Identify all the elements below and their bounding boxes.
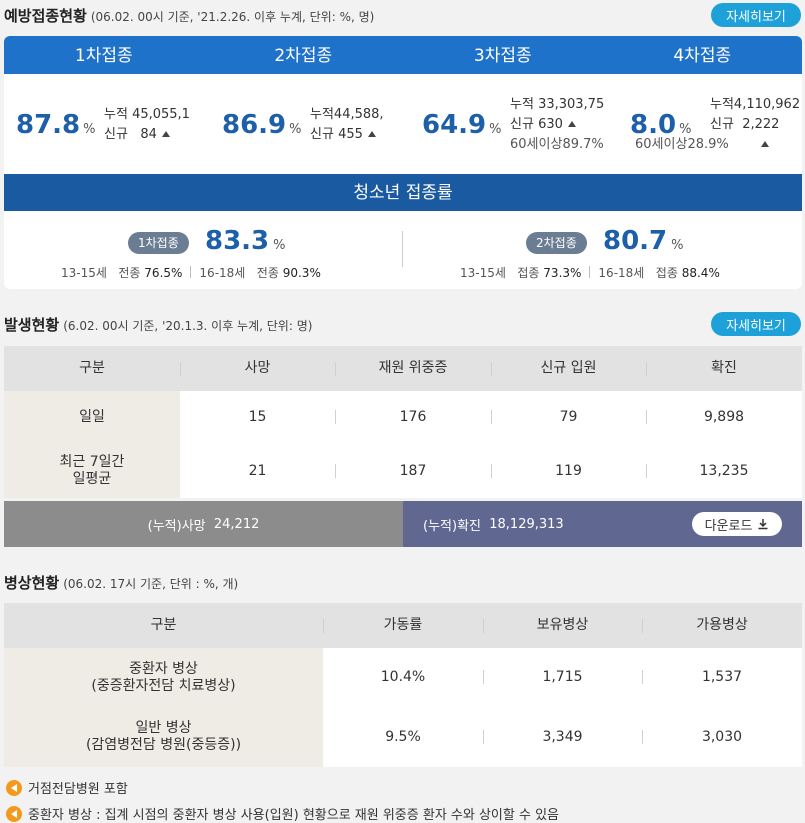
dose-header-row: 1차접종 2차접종 3차접종 4차접종: [4, 36, 802, 74]
occurrence-col-category: 구분: [79, 360, 105, 376]
beds-icu-rate: 10.4%: [380, 669, 426, 685]
dose-4-info: 누적4,110,962 신규 2,222: [710, 95, 800, 155]
teen-header: 청소년 접종률: [4, 174, 802, 211]
occurrence-more-button[interactable]: 자세히보기: [711, 312, 801, 336]
dose-3-new: 630: [538, 117, 563, 132]
beds-header: 병상현황 (06.02. 17시 기준, 단위 : %, 개): [4, 572, 238, 598]
teen-second-badge: 2차접종: [526, 232, 587, 254]
note-1: 거점전담병원 포함: [6, 778, 128, 797]
beds-col-rate: 가동률: [383, 617, 423, 633]
dose-cell-1: 87.8% 누적 45,055,1 신규 84: [4, 74, 204, 174]
cumulative-confirmed-value: 18,129,313: [489, 516, 564, 532]
beds-general-owned: 3,349: [542, 728, 583, 745]
dose-1-info: 누적 45,055,1 신규 84: [104, 107, 190, 142]
beds-col-owned: 보유병상: [536, 617, 589, 633]
cumulative-death-value: 24,212: [213, 516, 260, 532]
beds-row-icu-label: 중환자 병상 (중증환자전담 치료병상): [4, 648, 323, 707]
beds-subtitle: (06.02. 17시 기준, 단위 : %, 개): [63, 577, 239, 591]
teen-divider: [402, 231, 403, 267]
speaker-icon: [6, 779, 22, 796]
beds-general-rate: 9.5%: [385, 728, 421, 745]
dose-cell-2: 86.9% 누적44,588, 신규 455: [210, 74, 410, 174]
occurrence-row-daily-label: 일일: [4, 391, 180, 444]
beds-title: 병상현황: [4, 574, 60, 592]
occurrence-title: 발생현황: [4, 316, 60, 334]
occurrence-row-weekly-label: 최근 7일간 일평균: [4, 444, 180, 498]
beds-header-row: 구분 가동률 보유병상 가용병상: [4, 603, 802, 648]
occurrence-daily-confirmed: 9,898: [703, 409, 745, 425]
teen-first-breakdown: 13-15세 전종 76.5% 16-18세 전종 90.3%: [61, 266, 321, 280]
dose-header-4: 4차접종: [673, 46, 732, 66]
vaccination-card: 1차접종 2차접종 3차접종 4차접종 87.8% 누적 45,055,1 신규…: [4, 36, 802, 289]
up-arrow-icon: [161, 131, 170, 137]
occurrence-daily-admission: 79: [559, 409, 578, 425]
teen-first-badge: 1차접종: [128, 232, 189, 254]
vaccination-title: 예방접종현황: [4, 7, 87, 25]
occurrence-col-admission: 신규 입원: [540, 360, 597, 376]
occurrence-weekly-admission: 119: [555, 462, 582, 479]
dose-cell-3: 64.9% 누적 33,303,75 신규 630 60세이상89.7%: [410, 74, 610, 174]
vaccination-more-button[interactable]: 자세히보기: [711, 3, 801, 27]
occurrence-header: 발생현황 (6.02. 00시 기준, '20.1.3. 이후 누계, 단위: …: [4, 314, 312, 340]
dose-header-1: 1차접종: [74, 46, 133, 66]
dose-1-percent: 87.8%: [16, 110, 96, 140]
beds-row-general-label: 일반 병상 (감염병전담 병원(중등증)): [4, 707, 323, 767]
teen-second-breakdown: 13-15세 접종 73.3% 16-18세 접종 88.4%: [460, 266, 720, 280]
vaccination-header: 예방접종현황 (06.02. 00시 기준, '21.2.26. 이후 누계, …: [4, 5, 374, 31]
dose-1-new: 84: [140, 127, 157, 142]
dose-header-2: 2차접종: [274, 46, 333, 66]
beds-general-available: 3,030: [701, 728, 743, 745]
dose-2-percent: 86.9%: [222, 110, 302, 140]
occurrence-weekly-severe: 187: [399, 462, 427, 479]
beds-col-category: 구분: [150, 617, 177, 633]
dose-3-percent: 64.9%: [422, 110, 502, 140]
dose-2-info: 누적44,588, 신규 455: [310, 107, 384, 142]
teen-first-percent: 83.3%: [205, 226, 286, 256]
cumulative-death: (누적)사망 24,212: [4, 501, 403, 547]
note-2: 중환자 병상 : 집계 시점의 중환자 병상 사용(입원) 현황으로 재원 위중…: [6, 804, 559, 823]
dose-4-new: 2,222: [742, 117, 780, 132]
occurrence-daily-severe: 176: [399, 409, 427, 425]
beds-icu-owned: 1,715: [542, 669, 583, 685]
occurrence-header-row: 구분 사망 재원 위중증 신규 입원 확진: [4, 346, 802, 391]
download-button[interactable]: 다운로드: [692, 512, 782, 536]
beds-icu-available: 1,537: [701, 669, 743, 685]
dose-3-info: 누적 33,303,75 신규 630 60세이상89.7%: [510, 97, 605, 152]
dose-4-cumulative: 4,110,962: [733, 97, 801, 112]
occurrence-subtitle: (6.02. 00시 기준, '20.1.3. 이후 누계, 단위: 명): [63, 319, 313, 333]
teen-body: 1차접종 83.3% 13-15세 전종 76.5% 16-18세 전종 90.3…: [4, 211, 802, 289]
dose-header-3: 3차접종: [473, 46, 532, 66]
up-arrow-icon: [761, 141, 769, 147]
occurrence-daily-death: 15: [248, 409, 267, 425]
dose-cell-4: 8.0% 누적4,110,962 신규 2,222 60세이상28.9%: [618, 74, 802, 174]
dose-4-percent: 8.0%: [630, 110, 692, 140]
occurrence-col-severe: 재원 위중증: [378, 360, 448, 376]
beds-table: 구분 가동률 보유병상 가용병상 중환자 병상 (중증환자전담 치료병상) 10…: [4, 603, 802, 767]
beds-col-available: 가용병상: [696, 617, 748, 633]
occurrence-col-death: 사망: [244, 360, 271, 376]
speaker-icon: [6, 805, 22, 822]
download-icon: [758, 519, 768, 530]
dose-4-elderly: 28.9%: [687, 137, 729, 152]
occurrence-weekly-death: 21: [248, 462, 267, 479]
cumulative-confirmed: (누적)확진 18,129,313 다운로드: [403, 501, 802, 547]
dose-2-cumulative: 44,588,: [333, 107, 384, 122]
occurrence-col-confirmed: 확진: [711, 360, 737, 376]
vaccination-subtitle: (06.02. 00시 기준, '21.2.26. 이후 누계, 단위: %, …: [90, 10, 375, 24]
teen-second-percent: 80.7%: [603, 226, 684, 256]
dose-4-elderly-row: 60세이상28.9%: [635, 137, 729, 152]
dose-values-row: 87.8% 누적 45,055,1 신규 84 86.9% 누적44,588, …: [4, 74, 802, 174]
up-arrow-icon: [367, 131, 376, 137]
dose-3-elderly: 89.7%: [562, 137, 604, 152]
up-arrow-icon: [567, 121, 576, 127]
occurrence-weekly-confirmed: 13,235: [699, 462, 749, 479]
dose-1-cumulative: 45,055,1: [132, 107, 190, 122]
dose-3-cumulative: 33,303,75: [538, 97, 605, 112]
occurrence-table: 구분 사망 재원 위중증 신규 입원 확진 일일 15 176 79 9,898…: [4, 346, 802, 498]
dose-2-new: 455: [338, 127, 363, 142]
cumulative-totals-bar: (누적)사망 24,212 (누적)확진 18,129,313 다운로드: [4, 501, 802, 547]
